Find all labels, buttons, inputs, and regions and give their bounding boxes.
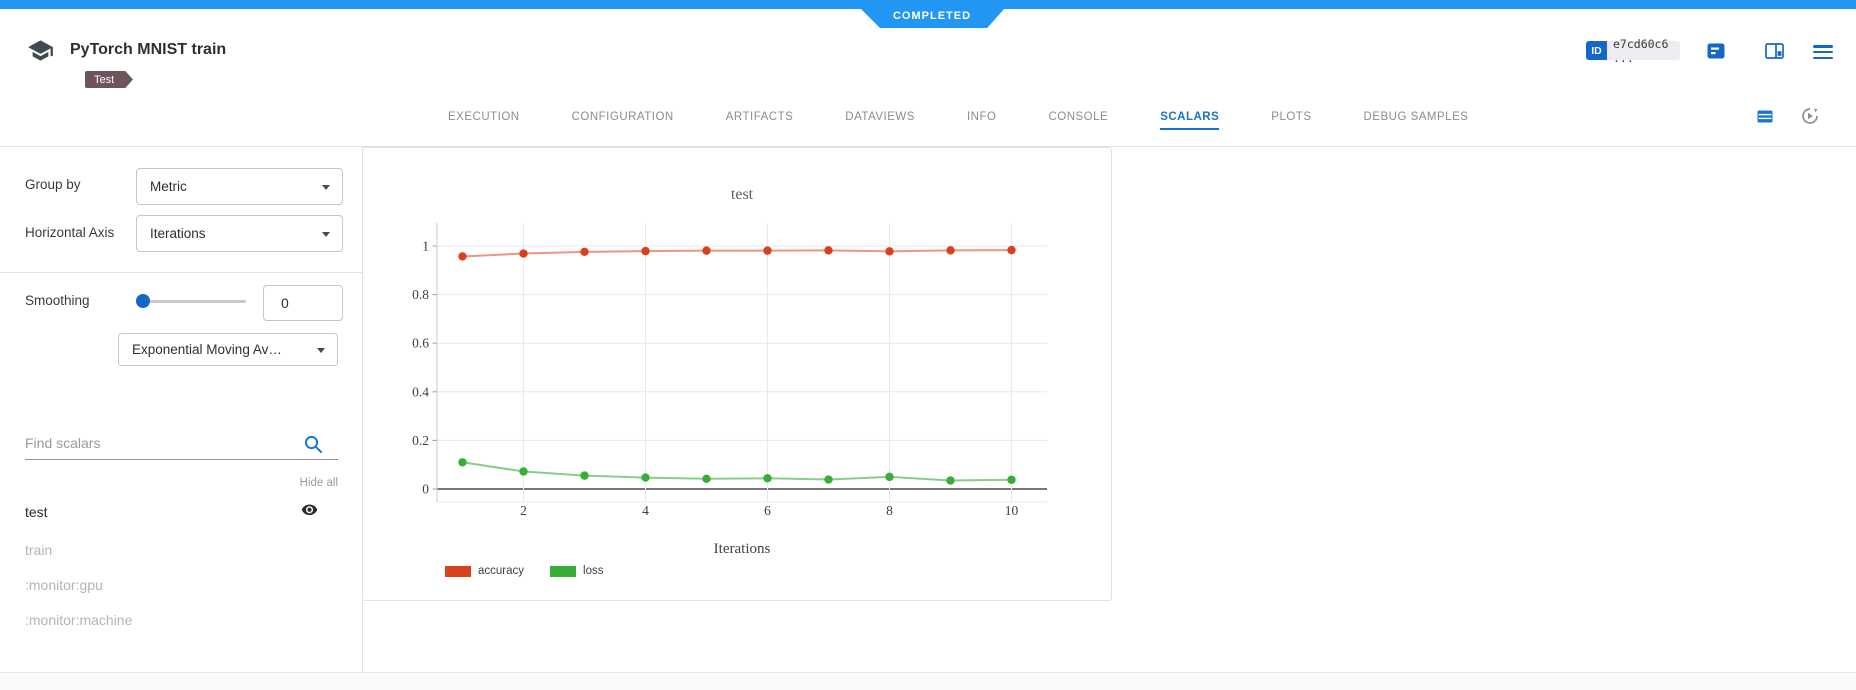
legend-item-accuracy[interactable]: accuracy [445, 565, 524, 577]
scalars-chart-card: test 0 0.2 0.4 0.6 0.8 1 2 4 6 8 10 Iterations acc… [362, 147, 1112, 601]
tab-bar: EXECUTION CONFIGURATION ARTIFACTS DATAVI… [448, 105, 1468, 131]
tab-plots[interactable]: PLOTS [1271, 111, 1312, 123]
tab-configuration[interactable]: CONFIGURATION [571, 111, 674, 123]
hide-all-button[interactable]: Hide all [299, 477, 338, 489]
chart-legend: accuracy loss [445, 565, 603, 577]
svg-text:0.2: 0.2 [412, 433, 429, 448]
experiment-id-value[interactable]: e7cd60c6 ... [1607, 37, 1680, 65]
svg-text:8: 8 [886, 503, 893, 518]
chart-xaxis-label: Iterations [713, 541, 771, 557]
horizontal-axis-label: Horizontal Axis [25, 225, 115, 240]
search-input[interactable] [25, 432, 338, 460]
scalar-item-monitor-machine[interactable]: :monitor:machine [25, 612, 133, 628]
experiment-logo-icon [28, 40, 53, 61]
scalar-item-test[interactable]: test [25, 504, 48, 520]
chevron-down-icon [317, 347, 325, 353]
group-by-select[interactable]: Metric [136, 168, 343, 205]
layout-panel-icon[interactable] [1765, 43, 1784, 59]
scalars-chart-svg[interactable]: 0 0.2 0.4 0.6 0.8 1 2 4 6 8 10 [363, 148, 1111, 600]
svg-text:10: 10 [1005, 503, 1019, 518]
legend-swatch-loss [550, 565, 577, 577]
feed-icon[interactable] [1707, 43, 1725, 59]
tab-artifacts[interactable]: ARTIFACTS [725, 111, 794, 123]
tab-debug-samples[interactable]: DEBUG SAMPLES [1363, 111, 1469, 123]
experiment-tag: Test [85, 71, 133, 88]
smoothing-value-input[interactable] [263, 285, 343, 321]
tab-dataviews[interactable]: DATAVIEWS [845, 111, 915, 123]
chart-title: test [730, 186, 754, 203]
smoothing-slider-thumb[interactable] [136, 294, 150, 308]
scalar-item-train[interactable]: train [25, 542, 53, 558]
group-by-label: Group by [25, 177, 81, 192]
horizontal-axis-select[interactable]: Iterations [136, 215, 343, 252]
legend-label-loss: loss [583, 565, 604, 577]
chevron-down-icon [322, 231, 330, 237]
svg-text:0.6: 0.6 [412, 336, 429, 351]
smoothing-type-value: Exponential Moving Av… [132, 342, 282, 357]
svg-text:6: 6 [764, 503, 771, 518]
eye-icon[interactable] [301, 504, 318, 517]
smoothing-label: Smoothing [25, 293, 90, 308]
tab-scalars[interactable]: SCALARS [1160, 106, 1220, 130]
status-badge: COMPLETED [852, 0, 1012, 28]
scalar-item-monitor-gpu[interactable]: :monitor:gpu [25, 577, 103, 593]
svg-text:4: 4 [642, 503, 649, 518]
smoothing-slider-track[interactable] [136, 300, 246, 303]
sidebar-section-divider [0, 272, 362, 273]
svg-text:0.4: 0.4 [412, 384, 429, 399]
content-divider [0, 146, 1856, 147]
tab-execution[interactable]: EXECUTION [448, 111, 520, 123]
experiment-title: PyTorch MNIST train [70, 41, 227, 58]
chevron-down-icon [322, 184, 330, 190]
legend-swatch-accuracy [445, 565, 471, 577]
smoothing-type-select[interactable]: Exponential Moving Av… [118, 333, 338, 366]
group-by-value: Metric [150, 179, 187, 194]
legend-item-loss[interactable]: loss [550, 565, 603, 577]
menu-icon[interactable] [1813, 45, 1833, 60]
svg-text:2: 2 [520, 503, 527, 518]
table-view-icon[interactable] [1757, 110, 1773, 123]
tab-console[interactable]: CONSOLE [1048, 111, 1109, 123]
horizontal-axis-value: Iterations [150, 226, 206, 241]
bottom-band [0, 673, 1856, 690]
svg-text:1: 1 [422, 239, 429, 254]
auto-refresh-icon[interactable] [1801, 107, 1819, 125]
search-icon[interactable] [303, 434, 323, 454]
bottom-divider [0, 672, 1856, 673]
svg-text:0.8: 0.8 [412, 287, 429, 302]
tab-info[interactable]: INFO [966, 111, 997, 123]
svg-text:0: 0 [422, 482, 429, 497]
id-badge: ID [1586, 41, 1607, 60]
legend-label-accuracy: accuracy [478, 565, 525, 577]
